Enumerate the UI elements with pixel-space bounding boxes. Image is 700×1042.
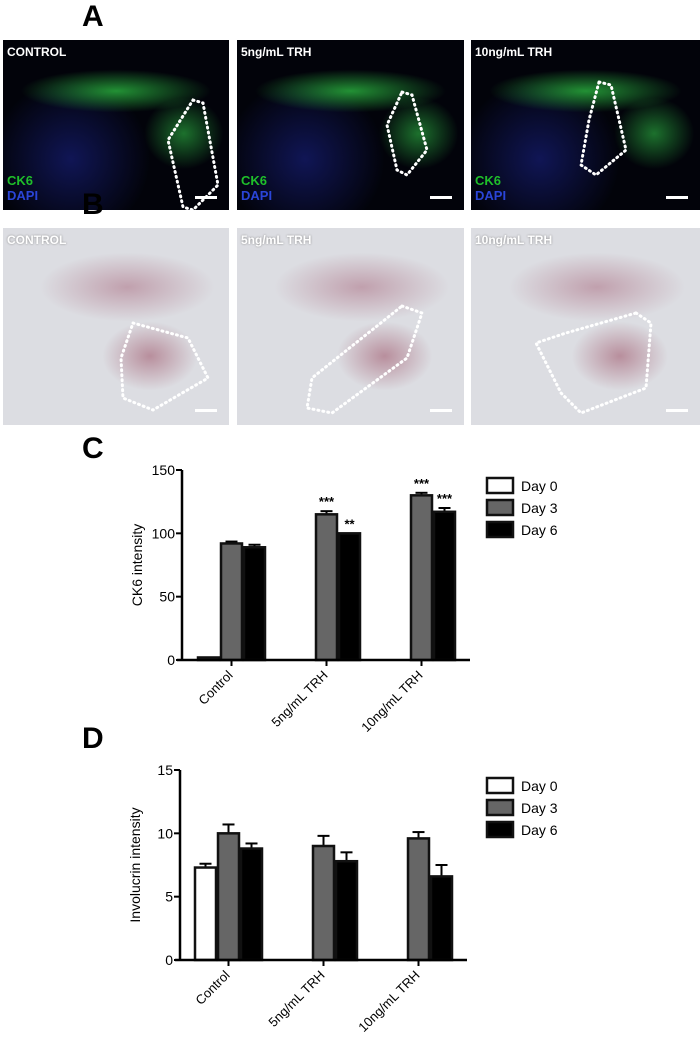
x-tick-label: Control	[195, 667, 235, 707]
legend-label: Day 0	[521, 778, 558, 794]
x-tick-label: 5ng/mL TRH	[268, 668, 330, 730]
region-outline	[166, 98, 220, 210]
dapi-label: DAPI	[241, 188, 273, 203]
panel-label-c: C	[82, 432, 104, 465]
x-tick-label: 5ng/mL TRH	[265, 968, 327, 1030]
region-outline	[385, 90, 429, 177]
dapi-label: DAPI	[7, 188, 39, 203]
scale-bar	[195, 196, 217, 199]
y-tick-label: 150	[152, 462, 176, 478]
panel-label-a: A	[82, 0, 104, 33]
y-axis-label: CK6 intensity	[129, 524, 145, 606]
scale-bar	[666, 196, 688, 199]
bar	[242, 546, 267, 662]
y-tick-label: 5	[165, 889, 173, 905]
legend-label: Day 3	[521, 800, 558, 816]
bar	[432, 510, 457, 662]
bar	[429, 875, 454, 962]
ck6-fluorescence-image-5ng: 5ng/mL TRH CK6 DAPI	[237, 40, 464, 210]
x-tick-label: Control	[192, 967, 232, 1007]
bar	[406, 837, 431, 962]
legend-label: Day 6	[521, 522, 558, 538]
region-outline	[533, 311, 653, 415]
image-caption: 10ng/mL TRH	[475, 45, 553, 59]
bar	[409, 494, 434, 662]
y-tick-label: 0	[165, 952, 173, 968]
bar	[219, 542, 244, 662]
dapi-label: DAPI	[475, 188, 507, 203]
bar	[311, 844, 336, 962]
image-caption: 10ng/mL TRH	[475, 233, 553, 247]
legend-label: Day 3	[521, 500, 558, 516]
significance-marker: ***	[437, 491, 453, 506]
image-caption: CONTROL	[7, 233, 67, 247]
ck6-label: CK6	[241, 173, 268, 188]
legend-swatch	[485, 498, 515, 517]
legend-swatch	[485, 776, 515, 795]
significance-marker: ***	[414, 476, 430, 491]
ck6-fluorescence-image-10ng: 10ng/mL TRH CK6 DAPI	[471, 40, 700, 210]
bar	[337, 532, 362, 662]
scale-bar	[666, 409, 688, 412]
region-outline	[579, 80, 628, 177]
bar	[314, 513, 339, 662]
legend-label: Day 0	[521, 478, 558, 494]
ck6-label: CK6	[7, 173, 34, 188]
legend-label: Day 6	[521, 822, 558, 838]
image-caption: 5ng/mL TRH	[241, 45, 312, 59]
histology-image-control: CONTROL	[3, 228, 229, 425]
region-outline	[305, 304, 424, 415]
legend-swatch	[485, 798, 515, 817]
ck6-fluorescence-image-control: CONTROL CK6 DAPI	[3, 40, 229, 210]
bar	[193, 866, 218, 962]
y-tick-label: 100	[152, 525, 176, 541]
image-caption: 5ng/mL TRH	[241, 233, 312, 247]
ck6-label: CK6	[475, 173, 502, 188]
bar	[239, 847, 264, 962]
histology-image-5ng: 5ng/mL TRH	[237, 228, 464, 425]
y-tick-label: 0	[167, 652, 175, 668]
y-tick-label: 50	[159, 589, 175, 605]
histology-image-10ng: 10ng/mL TRH	[471, 228, 700, 425]
scale-bar	[430, 409, 452, 412]
y-tick-label: 15	[157, 762, 173, 778]
bar	[216, 832, 241, 962]
y-tick-label: 10	[157, 825, 173, 841]
x-tick-label: 10ng/mL TRH	[355, 968, 422, 1035]
scale-bar	[430, 196, 452, 199]
image-caption: CONTROL	[7, 45, 67, 59]
panel-label-d: D	[82, 722, 104, 755]
scale-bar	[195, 409, 217, 412]
bar	[334, 859, 359, 962]
panel-label-b: B	[82, 188, 104, 221]
region-outline	[119, 321, 210, 412]
legend-swatch	[485, 820, 515, 839]
y-axis-label: Involucrin intensity	[127, 807, 143, 922]
legend-swatch	[485, 476, 515, 495]
significance-marker: ***	[319, 494, 335, 509]
legend-swatch	[485, 520, 515, 539]
x-tick-label: 10ng/mL TRH	[358, 668, 425, 735]
significance-marker: **	[344, 516, 355, 531]
